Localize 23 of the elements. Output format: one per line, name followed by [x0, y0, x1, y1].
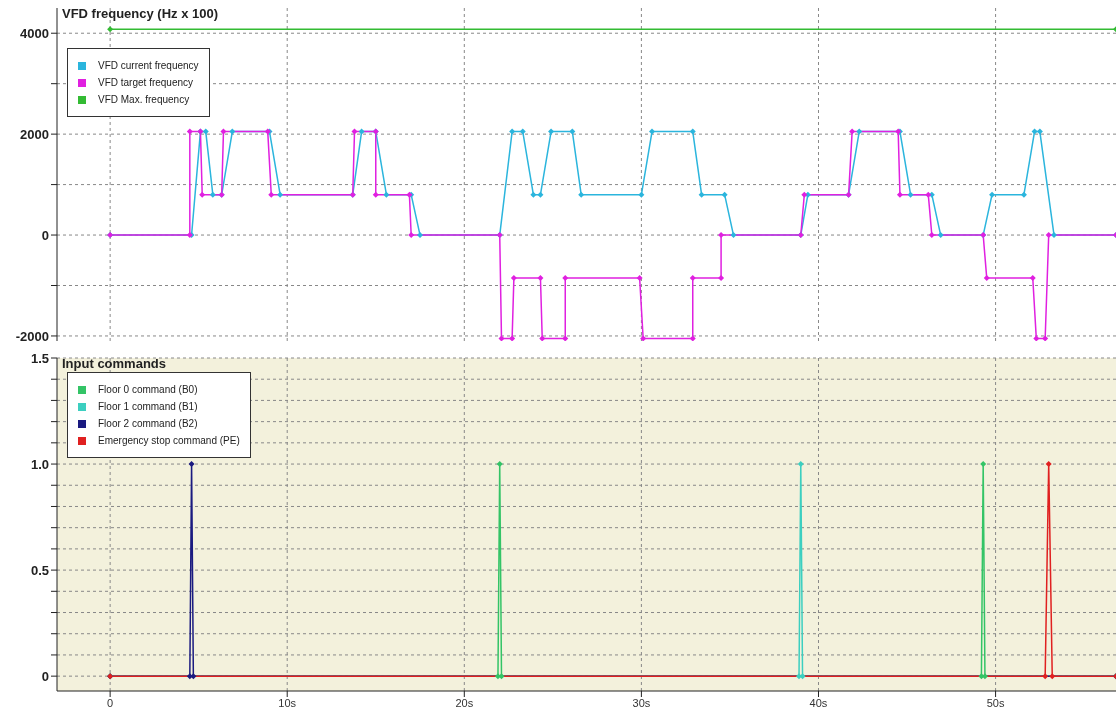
x-tick-label: 30s — [632, 696, 651, 709]
legend-label: Floor 2 command (B2) — [98, 418, 198, 429]
x-tick-label: 0 — [107, 696, 114, 709]
y-tick-label: -2000 — [15, 328, 49, 344]
y-tick-label: 1.5 — [30, 350, 49, 366]
x-tick-label: 20s — [455, 696, 474, 709]
legend-label: VFD Max. frequency — [98, 94, 190, 105]
y-tick-label: 1.0 — [30, 456, 49, 472]
y-tick-label: 4000 — [20, 25, 49, 41]
x-tick-label: 40s — [809, 696, 828, 709]
legend-label: VFD current frequency — [98, 60, 199, 71]
y-tick-label: 0 — [41, 227, 49, 243]
x-tick-label: 10s — [278, 696, 297, 709]
y-tick-label: 0 — [41, 668, 49, 684]
y-tick-label: 0.5 — [30, 562, 49, 578]
y-tick-label: 2000 — [20, 126, 49, 142]
x-tick-label: 50s — [986, 696, 1005, 709]
chart-title: VFD frequency (Hz x 100) — [62, 6, 219, 21]
chart-title: Input commands — [62, 356, 167, 371]
legend-label: Floor 0 command (B0) — [98, 384, 198, 395]
legend-label: VFD target frequency — [98, 77, 194, 88]
legend-label: Floor 1 command (B1) — [98, 401, 198, 412]
legend-label: Emergency stop command (PE) — [98, 435, 240, 446]
